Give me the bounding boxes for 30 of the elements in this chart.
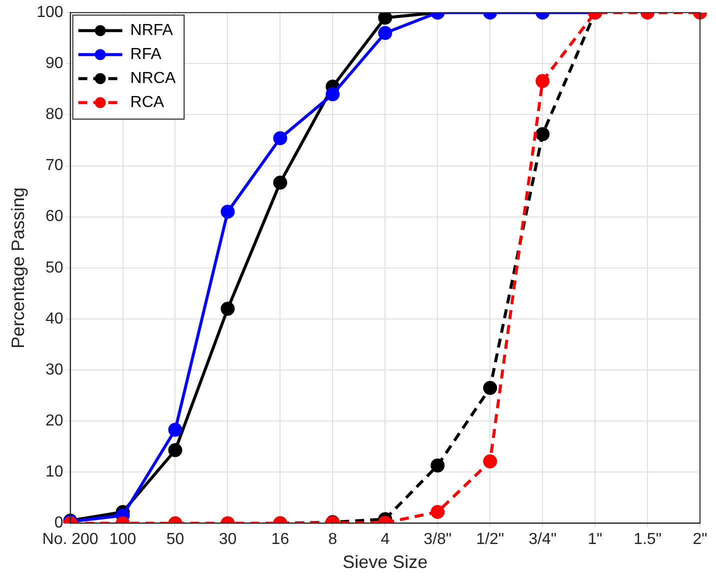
x-tick-label: No. 200 bbox=[42, 531, 98, 548]
x-tick-label: 3/4" bbox=[528, 531, 557, 548]
y-tick-label: 80 bbox=[46, 106, 64, 124]
legend-label: RCA bbox=[130, 94, 164, 112]
x-tick-label: 16 bbox=[271, 531, 290, 548]
y-tick-label: 0 bbox=[54, 514, 64, 532]
x-tick-label: 1.5" bbox=[634, 531, 662, 548]
y-tick-label: 70 bbox=[46, 157, 64, 174]
x-tick-label: 30 bbox=[218, 531, 237, 548]
legend-label: NRCA bbox=[130, 70, 176, 88]
y-tick-label: 90 bbox=[46, 55, 64, 72]
x-tick-label: 50 bbox=[166, 531, 184, 548]
x-tick-label: 1" bbox=[588, 531, 602, 548]
x-tick-label: 2" bbox=[692, 531, 708, 548]
y-tick-label: 30 bbox=[46, 361, 64, 378]
x-tick-label: 3/8" bbox=[424, 531, 452, 548]
x-tick-label: 4 bbox=[380, 531, 390, 548]
legend-label: RFA bbox=[130, 46, 162, 64]
y-tick-label: 50 bbox=[46, 259, 64, 276]
x-tick-label: 1/2" bbox=[476, 531, 504, 548]
x-tick-label: 100 bbox=[109, 531, 136, 548]
y-axis-title: Percentage Passing bbox=[8, 187, 28, 348]
x-axis-title: Sieve Size bbox=[342, 552, 428, 572]
y-tick-label: 10 bbox=[46, 464, 64, 481]
legend-label: NRFA bbox=[130, 22, 174, 40]
y-tick-label: 40 bbox=[46, 310, 64, 328]
x-tick-label: 8 bbox=[328, 531, 338, 548]
y-tick-label: 60 bbox=[46, 208, 64, 226]
y-tick-label: 20 bbox=[46, 412, 64, 430]
y-tick-label: 100 bbox=[36, 4, 64, 22]
